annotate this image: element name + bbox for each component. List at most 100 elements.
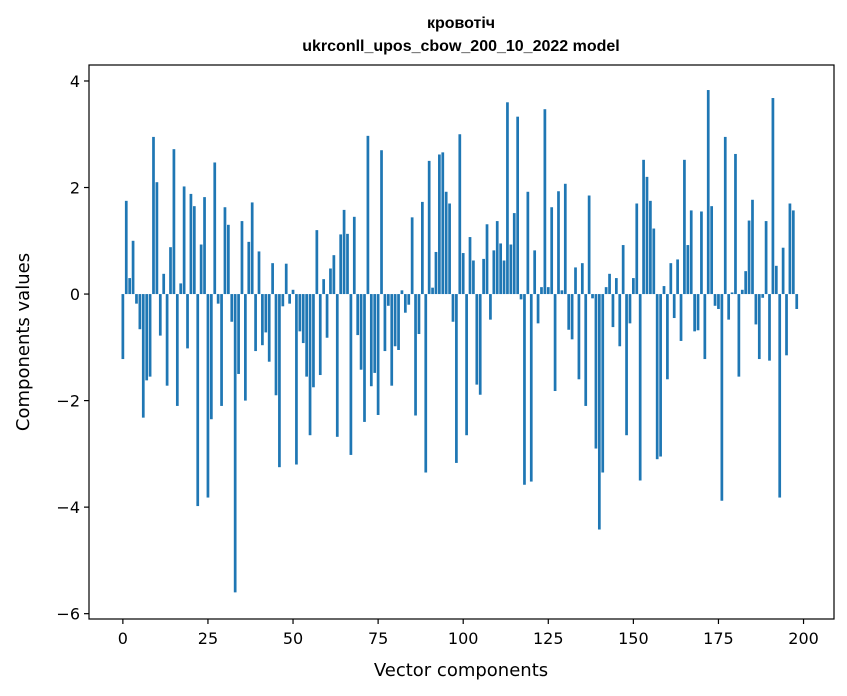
bar xyxy=(227,224,230,295)
bar xyxy=(717,294,720,309)
bar xyxy=(676,259,679,295)
bar xyxy=(478,294,482,395)
bar xyxy=(594,294,598,449)
bar xyxy=(261,294,264,346)
y-tick-label: 2 xyxy=(70,179,80,198)
bar xyxy=(608,273,611,295)
bar xyxy=(679,294,683,341)
bar xyxy=(689,210,693,295)
bar xyxy=(580,263,584,295)
bar xyxy=(288,294,291,304)
bar xyxy=(298,294,302,332)
bar xyxy=(305,294,308,377)
bar xyxy=(482,258,485,295)
bar xyxy=(574,267,577,295)
bar xyxy=(182,186,186,295)
bar xyxy=(693,294,696,332)
bar xyxy=(148,294,152,377)
bar xyxy=(723,136,727,295)
chart-title-line2: ukrconll_upos_cbow_200_10_2022 model xyxy=(302,38,619,55)
bar xyxy=(785,294,788,356)
bar xyxy=(165,294,169,386)
bars-group xyxy=(121,90,799,593)
bar xyxy=(713,294,717,306)
y-axis-label: Components values xyxy=(13,253,34,431)
y-tick-label: −4 xyxy=(56,498,80,517)
bar xyxy=(737,294,741,377)
bar xyxy=(645,176,649,295)
bar xyxy=(638,294,642,481)
bar xyxy=(438,154,441,295)
x-axis-label: Vector components xyxy=(374,660,548,681)
bar xyxy=(512,213,516,295)
bar xyxy=(628,294,632,324)
bar xyxy=(349,294,353,455)
bar xyxy=(700,211,703,295)
bar xyxy=(339,234,343,295)
bar xyxy=(740,289,744,295)
bar xyxy=(523,294,526,485)
bar xyxy=(662,286,666,295)
bar xyxy=(169,247,172,295)
bar xyxy=(788,203,792,295)
bar xyxy=(175,294,179,406)
y-tick-label: −6 xyxy=(56,605,80,624)
bar xyxy=(730,292,734,295)
bar xyxy=(669,263,673,295)
bar xyxy=(363,294,366,422)
bar xyxy=(124,200,128,295)
bar xyxy=(390,294,394,386)
bar xyxy=(567,294,571,330)
bar xyxy=(768,294,771,361)
bar xyxy=(322,279,326,295)
bar xyxy=(509,244,513,295)
bar xyxy=(141,294,145,418)
bar xyxy=(461,253,465,295)
bar xyxy=(264,294,268,333)
bar xyxy=(352,216,356,295)
bar xyxy=(563,183,567,295)
bar xyxy=(325,294,329,338)
bar xyxy=(655,294,659,460)
bar xyxy=(335,294,339,437)
y-tick-label: −2 xyxy=(56,392,80,411)
bar xyxy=(421,201,424,295)
bar xyxy=(781,247,785,295)
bar xyxy=(199,244,203,295)
bar xyxy=(540,287,543,295)
x-tick-label: 150 xyxy=(618,629,649,648)
bar xyxy=(281,294,285,307)
bar xyxy=(526,191,530,295)
bar xyxy=(291,289,295,295)
bar xyxy=(278,294,281,468)
bar xyxy=(632,278,635,295)
bar xyxy=(570,294,574,340)
bar xyxy=(220,294,223,406)
bar xyxy=(315,230,319,295)
bar xyxy=(244,294,247,401)
bar xyxy=(284,263,288,295)
bar xyxy=(128,278,132,295)
bar xyxy=(257,251,261,295)
axes-group: 0 25 50 75 100 125 150 175 200 −6 −4 −2 0 2 4 xyxy=(56,72,818,648)
bar xyxy=(380,150,383,295)
bar xyxy=(706,90,710,295)
bar xyxy=(761,294,765,298)
bar xyxy=(778,294,782,498)
x-tick-label: 175 xyxy=(703,629,734,648)
bar xyxy=(216,294,220,304)
bar xyxy=(223,207,227,295)
bar xyxy=(274,294,278,396)
bar xyxy=(659,294,662,457)
bar xyxy=(614,278,618,295)
bar xyxy=(158,294,162,336)
bar xyxy=(485,224,489,295)
bar xyxy=(591,294,594,299)
bar xyxy=(465,294,468,436)
bar xyxy=(441,152,445,295)
bar xyxy=(686,245,690,295)
bar xyxy=(209,294,213,420)
bar xyxy=(642,159,645,295)
x-tick-label: 0 xyxy=(118,629,128,648)
